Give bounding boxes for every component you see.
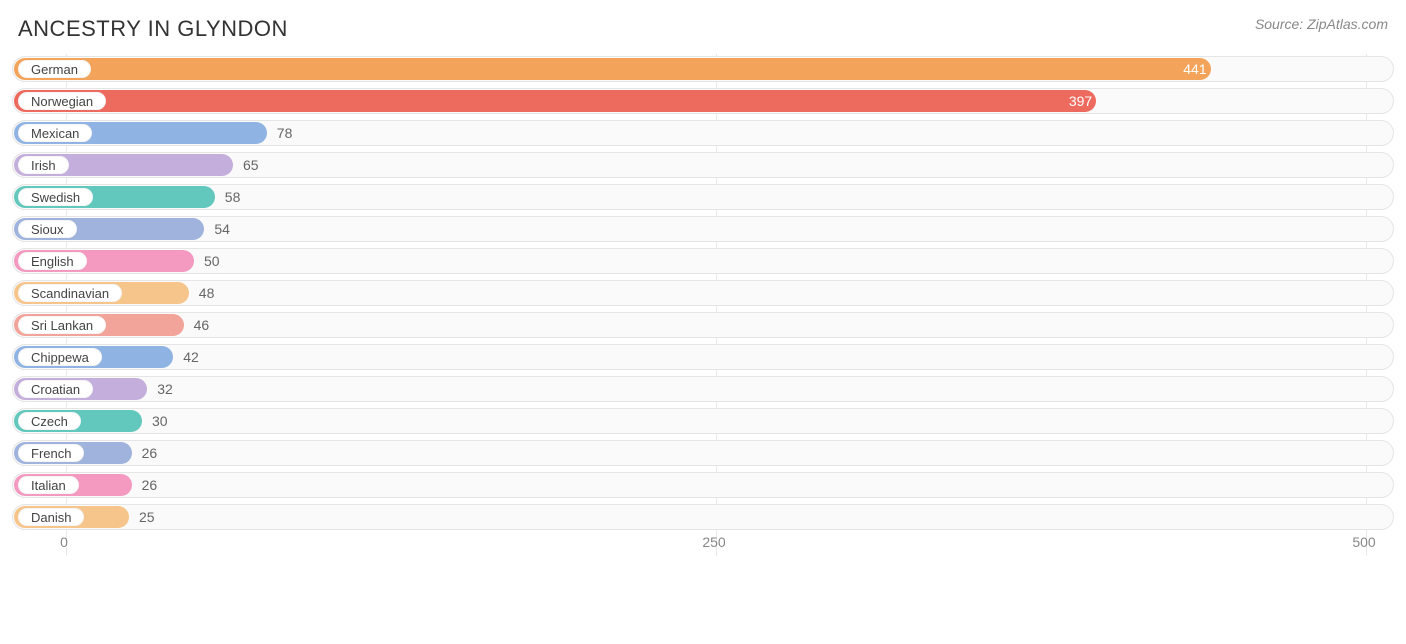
bar-label-pill: Mexican <box>18 124 92 142</box>
bar-row: Danish 25 <box>12 504 1394 530</box>
bar-label-pill: Scandinavian <box>18 284 122 302</box>
bar-value: 54 <box>214 221 230 237</box>
bar-row: German 441 <box>12 56 1394 82</box>
bar-track <box>12 184 1394 210</box>
bar-fill <box>14 90 1096 112</box>
bar-value: 32 <box>157 381 173 397</box>
bar-fill <box>14 58 1211 80</box>
x-axis: 0 250 500 <box>12 534 1394 554</box>
bar-row: English 50 <box>12 248 1394 274</box>
bar-label-pill: Czech <box>18 412 81 430</box>
bar-label-pill: Chippewa <box>18 348 102 366</box>
bar-label-pill: Sri Lankan <box>18 316 106 334</box>
bar-value: 42 <box>183 349 199 365</box>
bar-value: 26 <box>142 477 158 493</box>
bar-track <box>12 472 1394 498</box>
bar-track <box>12 376 1394 402</box>
chart-source: Source: ZipAtlas.com <box>1255 16 1388 32</box>
bar-value: 48 <box>199 285 215 301</box>
bar-row: Croatian 32 <box>12 376 1394 402</box>
bar-track <box>12 408 1394 434</box>
bar-row: French 26 <box>12 440 1394 466</box>
bar-label-pill: French <box>18 444 84 462</box>
bar-row: Norwegian 397 <box>12 88 1394 114</box>
bar-row: Italian 26 <box>12 472 1394 498</box>
bar-track <box>12 504 1394 530</box>
bar-value: 30 <box>152 413 168 429</box>
bar-label-pill: Swedish <box>18 188 93 206</box>
bar-row: Irish 65 <box>12 152 1394 178</box>
chart-area: German 441 Norwegian 397 Mexican 78 Irish 65 Swe… <box>12 56 1394 580</box>
bar-row: Sri Lankan 46 <box>12 312 1394 338</box>
bar-label-pill: German <box>18 60 91 78</box>
bars: German 441 Norwegian 397 Mexican 78 Irish 65 Swe… <box>12 56 1394 530</box>
bar-track <box>12 344 1394 370</box>
bar-value: 46 <box>194 317 210 333</box>
bar-row: Mexican 78 <box>12 120 1394 146</box>
bar-label-pill: English <box>18 252 87 270</box>
bar-row: Chippewa 42 <box>12 344 1394 370</box>
chart-container: ANCESTRY IN GLYNDON Source: ZipAtlas.com… <box>0 0 1406 588</box>
bar-value: 50 <box>204 253 220 269</box>
bar-track <box>12 312 1394 338</box>
bar-label-pill: Danish <box>18 508 84 526</box>
bar-row: Swedish 58 <box>12 184 1394 210</box>
bar-value: 441 <box>1183 61 1206 77</box>
bar-label-pill: Irish <box>18 156 69 174</box>
bar-track <box>12 280 1394 306</box>
bar-label-pill: Croatian <box>18 380 93 398</box>
bar-value: 397 <box>1069 93 1092 109</box>
bar-track <box>12 440 1394 466</box>
x-tick-label: 250 <box>702 534 725 550</box>
bar-row: Scandinavian 48 <box>12 280 1394 306</box>
bar-value: 25 <box>139 509 155 525</box>
x-tick-label: 0 <box>60 534 68 550</box>
bar-row: Czech 30 <box>12 408 1394 434</box>
bar-value: 26 <box>142 445 158 461</box>
bar-label-pill: Norwegian <box>18 92 106 110</box>
chart-title: ANCESTRY IN GLYNDON <box>18 16 288 42</box>
bar-value: 58 <box>225 189 241 205</box>
bar-value: 78 <box>277 125 293 141</box>
x-tick-label: 500 <box>1352 534 1375 550</box>
header: ANCESTRY IN GLYNDON Source: ZipAtlas.com <box>12 16 1394 42</box>
bar-row: Sioux 54 <box>12 216 1394 242</box>
bar-label-pill: Italian <box>18 476 79 494</box>
bar-label-pill: Sioux <box>18 220 77 238</box>
bar-value: 65 <box>243 157 259 173</box>
